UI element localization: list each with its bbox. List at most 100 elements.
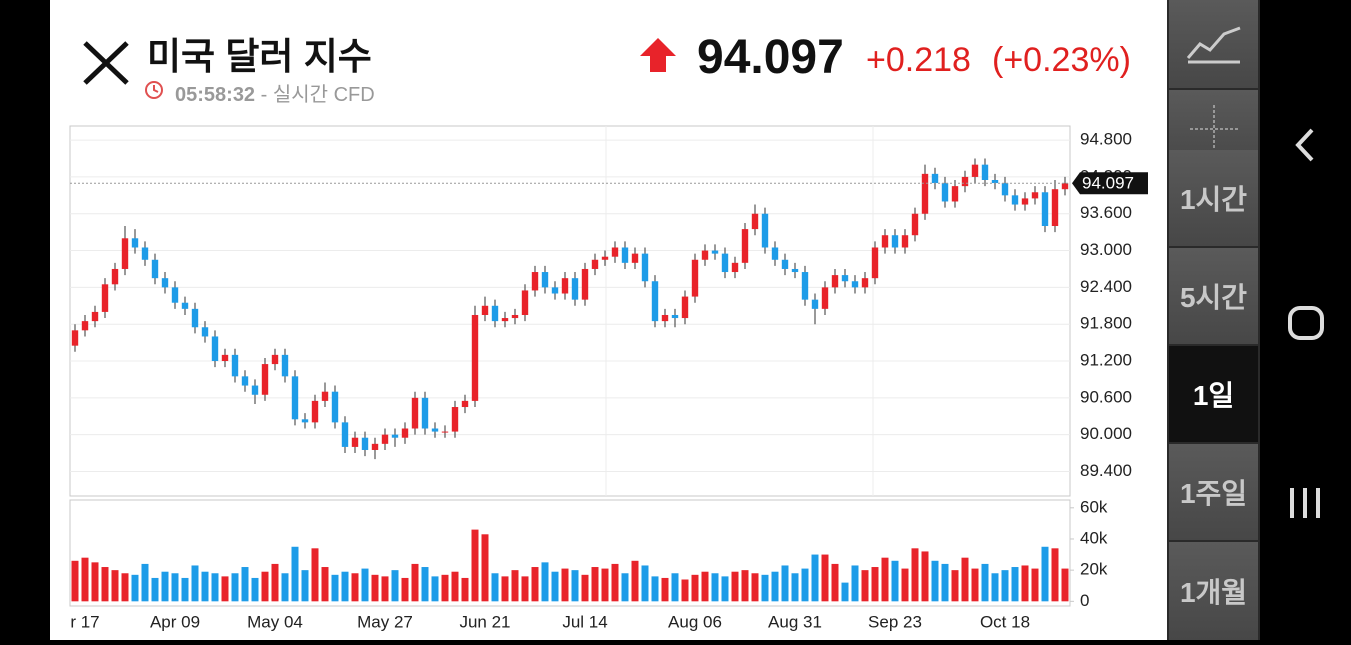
volume-bar — [201, 571, 209, 602]
price-frame — [69, 125, 1071, 497]
candle-body — [941, 183, 949, 202]
volume-bar — [761, 574, 769, 602]
volume-bar — [971, 568, 979, 602]
header-icons — [83, 38, 676, 99]
candle-body — [501, 318, 509, 322]
x-tick-label: Apr 09 — [150, 612, 200, 631]
interval-button[interactable]: 5시간 — [1169, 248, 1258, 344]
volume-bar — [561, 568, 569, 602]
volume-bar — [211, 573, 219, 602]
candle-body — [801, 272, 809, 300]
candle-body — [371, 443, 379, 450]
volume-tick-label: 60k — [1080, 497, 1108, 516]
volume-bar — [741, 570, 749, 602]
y-tick-label: 90.000 — [1080, 424, 1132, 443]
volume-bar — [981, 563, 989, 602]
candle-body — [361, 437, 369, 450]
candle-body — [951, 186, 959, 202]
volume-bar — [431, 576, 439, 602]
volume-bar — [721, 576, 729, 602]
candle-body — [271, 354, 279, 365]
candle-body — [391, 434, 399, 438]
volume-bar — [351, 573, 359, 602]
volume-bar — [1051, 548, 1059, 602]
candle-body — [241, 376, 249, 386]
candle-body — [461, 400, 469, 408]
candle-body — [401, 428, 409, 438]
recents-button[interactable] — [1290, 488, 1320, 518]
volume-bar — [841, 582, 849, 602]
volume-bar — [341, 571, 349, 602]
candle-body — [421, 397, 429, 429]
volume-bar — [911, 548, 919, 602]
volume-bar — [1031, 568, 1039, 602]
candle-body — [561, 278, 569, 294]
volume-bar — [81, 557, 89, 602]
title: 미국 달러 지수 — [147, 36, 372, 77]
y-tick-label: 91.800 — [1080, 314, 1132, 333]
interval-button[interactable]: 1주일 — [1169, 444, 1258, 540]
candle-body — [211, 336, 219, 362]
close-button[interactable] — [83, 41, 129, 85]
volume-bar — [731, 571, 739, 602]
volume-bar — [991, 573, 999, 602]
candle-body — [691, 259, 699, 297]
volume-bar — [1041, 546, 1049, 602]
y-tick-label: 93.600 — [1080, 203, 1132, 222]
volume-bar — [241, 567, 249, 602]
candle-body — [581, 268, 589, 300]
back-button[interactable] — [1295, 128, 1314, 162]
volume-bar — [921, 551, 929, 602]
candle-body — [161, 278, 169, 288]
home-button[interactable] — [1288, 306, 1324, 340]
candle-body — [131, 238, 139, 248]
change: +0.218 — [866, 41, 971, 79]
candle-body — [661, 314, 669, 322]
candle-body — [961, 176, 969, 187]
volume-bar — [71, 560, 79, 602]
volume-bar — [511, 570, 519, 602]
volume-bar — [191, 565, 199, 602]
volume-bar — [401, 577, 409, 602]
interval-button[interactable]: 1시간 — [1169, 150, 1258, 246]
volume-bar — [161, 571, 169, 602]
candle-body — [651, 281, 659, 322]
volume-bar — [251, 577, 259, 602]
change-pct: (+0.23%) — [992, 41, 1131, 79]
volume-bar — [631, 560, 639, 602]
crosshair-icon — [1189, 105, 1238, 153]
chart-icon — [1186, 26, 1241, 64]
volume-bar — [661, 577, 669, 602]
volume-bar — [221, 576, 229, 602]
volume-bar — [501, 576, 509, 602]
candle-body — [471, 314, 479, 401]
volume-bar — [421, 567, 429, 602]
candle-body — [681, 296, 689, 319]
candle-body — [871, 247, 879, 279]
volume-tick-label: 20k — [1080, 560, 1108, 579]
volume-bar — [671, 573, 679, 602]
interval-button[interactable]: 1일 — [1169, 346, 1258, 442]
volume-bar — [881, 557, 889, 602]
candle-body — [791, 268, 799, 273]
volume-bar — [701, 571, 709, 602]
volume-bar — [261, 571, 269, 602]
candle-body — [781, 259, 789, 269]
volume-bar — [651, 576, 659, 602]
interval-button[interactable]: 1개월 — [1169, 542, 1258, 640]
volume-bar — [281, 573, 289, 602]
candle-body — [971, 164, 979, 177]
volume-bar — [1021, 565, 1029, 602]
candle-body — [491, 305, 499, 322]
volume-bar — [581, 574, 589, 602]
chart-type-button[interactable] — [1169, 0, 1258, 88]
up-arrow — [640, 38, 676, 72]
candle-body — [1001, 183, 1009, 196]
candle-body — [911, 213, 919, 236]
candle-body — [121, 238, 129, 269]
volume-bar — [301, 570, 309, 602]
candle-body — [741, 229, 749, 263]
volume-bar — [491, 573, 499, 602]
volume-bar — [331, 574, 339, 602]
volume-bar — [951, 570, 959, 602]
